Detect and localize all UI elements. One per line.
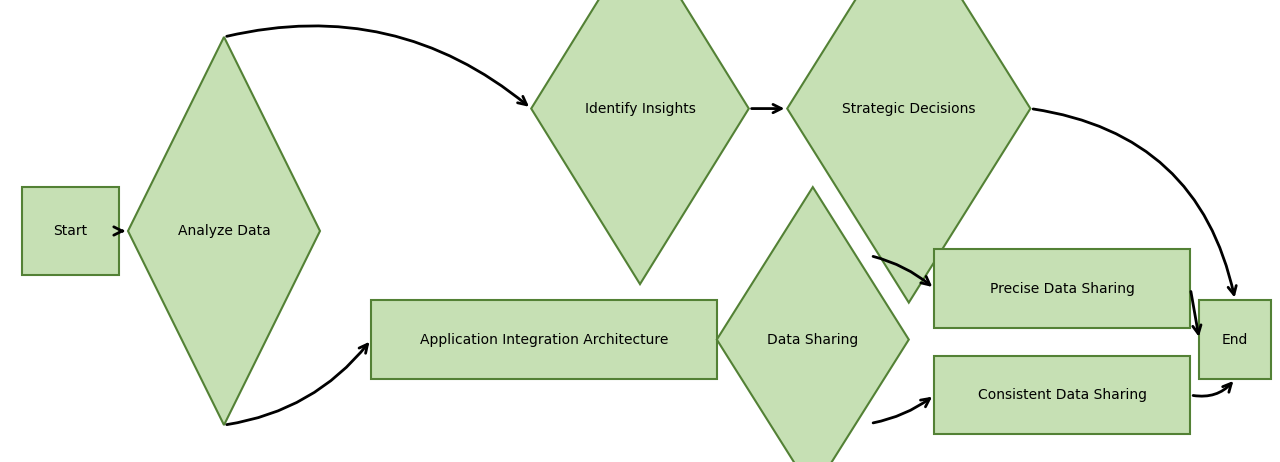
Text: Application Integration Architecture: Application Integration Architecture (420, 333, 668, 346)
FancyBboxPatch shape (934, 249, 1190, 328)
Text: End: End (1222, 333, 1248, 346)
Polygon shape (787, 0, 1030, 303)
FancyBboxPatch shape (934, 356, 1190, 434)
FancyBboxPatch shape (22, 187, 119, 275)
Text: Analyze Data: Analyze Data (178, 224, 270, 238)
Polygon shape (531, 0, 749, 284)
Text: Start: Start (54, 224, 87, 238)
Polygon shape (128, 37, 320, 425)
FancyBboxPatch shape (1199, 300, 1271, 379)
Text: Consistent Data Sharing: Consistent Data Sharing (978, 388, 1147, 402)
Polygon shape (717, 187, 909, 462)
FancyBboxPatch shape (371, 300, 717, 379)
Text: Strategic Decisions: Strategic Decisions (842, 102, 975, 116)
Text: Data Sharing: Data Sharing (767, 333, 859, 346)
Text: Identify Insights: Identify Insights (585, 102, 695, 116)
Text: Precise Data Sharing: Precise Data Sharing (989, 282, 1135, 296)
